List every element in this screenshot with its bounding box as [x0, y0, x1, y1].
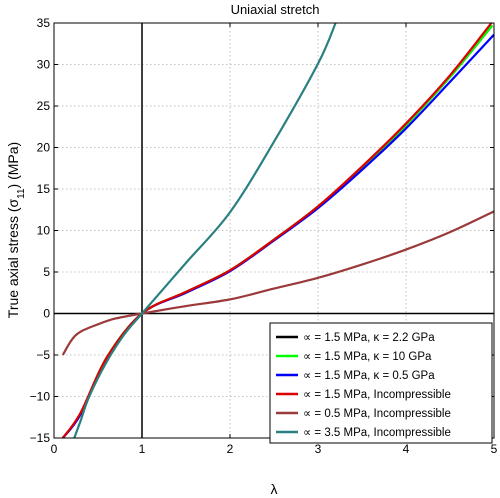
legend-label: ∝ = 3.5 MPa, Incompressible — [303, 427, 451, 439]
y-axis-label: True axial stress (σ11) (MPa) — [5, 142, 27, 318]
series-group — [61, 22, 495, 439]
legend-label: ∝ = 1.5 MPa, κ = 10 GPa — [303, 351, 432, 363]
chart-title: Uniaxial stretch — [231, 2, 320, 17]
y-tick-label: −10 — [30, 390, 51, 404]
y-tick-label: 10 — [37, 224, 51, 238]
legend-label: ∝ = 1.5 MPa, Incompressible — [303, 389, 451, 401]
y-tick-label: 15 — [37, 182, 51, 196]
y-tick-label: −15 — [30, 431, 51, 445]
x-axis-label: λ — [271, 481, 278, 497]
y-axis-label-sub: 11 — [16, 188, 27, 199]
x-tick-label: 4 — [403, 442, 410, 456]
legend-label: ∝ = 0.5 MPa, Incompressible — [303, 408, 451, 420]
y-axis-ticks: −15 −10 −5 0 5 10 15 20 25 30 35 — [30, 16, 494, 445]
legend-label: ∝ = 1.5 MPa, κ = 0.5 GPa — [303, 370, 435, 382]
series-line-6 — [73, 22, 337, 439]
y-axis-label-suffix: ) (MPa) — [5, 142, 21, 189]
x-tick-label: 5 — [491, 442, 498, 456]
series-line-5 — [61, 210, 495, 356]
y-tick-label: 30 — [37, 58, 51, 72]
x-tick-label: 3 — [315, 442, 322, 456]
y-axis-label-prefix: True axial stress (σ — [5, 198, 21, 318]
y-tick-label: 35 — [37, 16, 51, 30]
y-tick-label: −5 — [36, 348, 50, 362]
x-tick-label: 1 — [139, 442, 146, 456]
x-tick-label: 2 — [227, 442, 234, 456]
y-tick-label: 25 — [37, 99, 51, 113]
series-line-4 — [61, 22, 493, 439]
legend-label: ∝ = 1.5 MPa, κ = 2.2 GPa — [303, 332, 435, 344]
legend: ∝ = 1.5 MPa, κ = 2.2 GPa ∝ = 1.5 MPa, κ =… — [269, 322, 493, 444]
y-tick-label: 20 — [37, 141, 51, 155]
y-tick-label: 0 — [43, 307, 50, 321]
reference-lines — [54, 23, 494, 438]
x-tick-label: 0 — [51, 442, 58, 456]
y-tick-label: 5 — [43, 265, 50, 279]
legend-box — [269, 322, 493, 444]
